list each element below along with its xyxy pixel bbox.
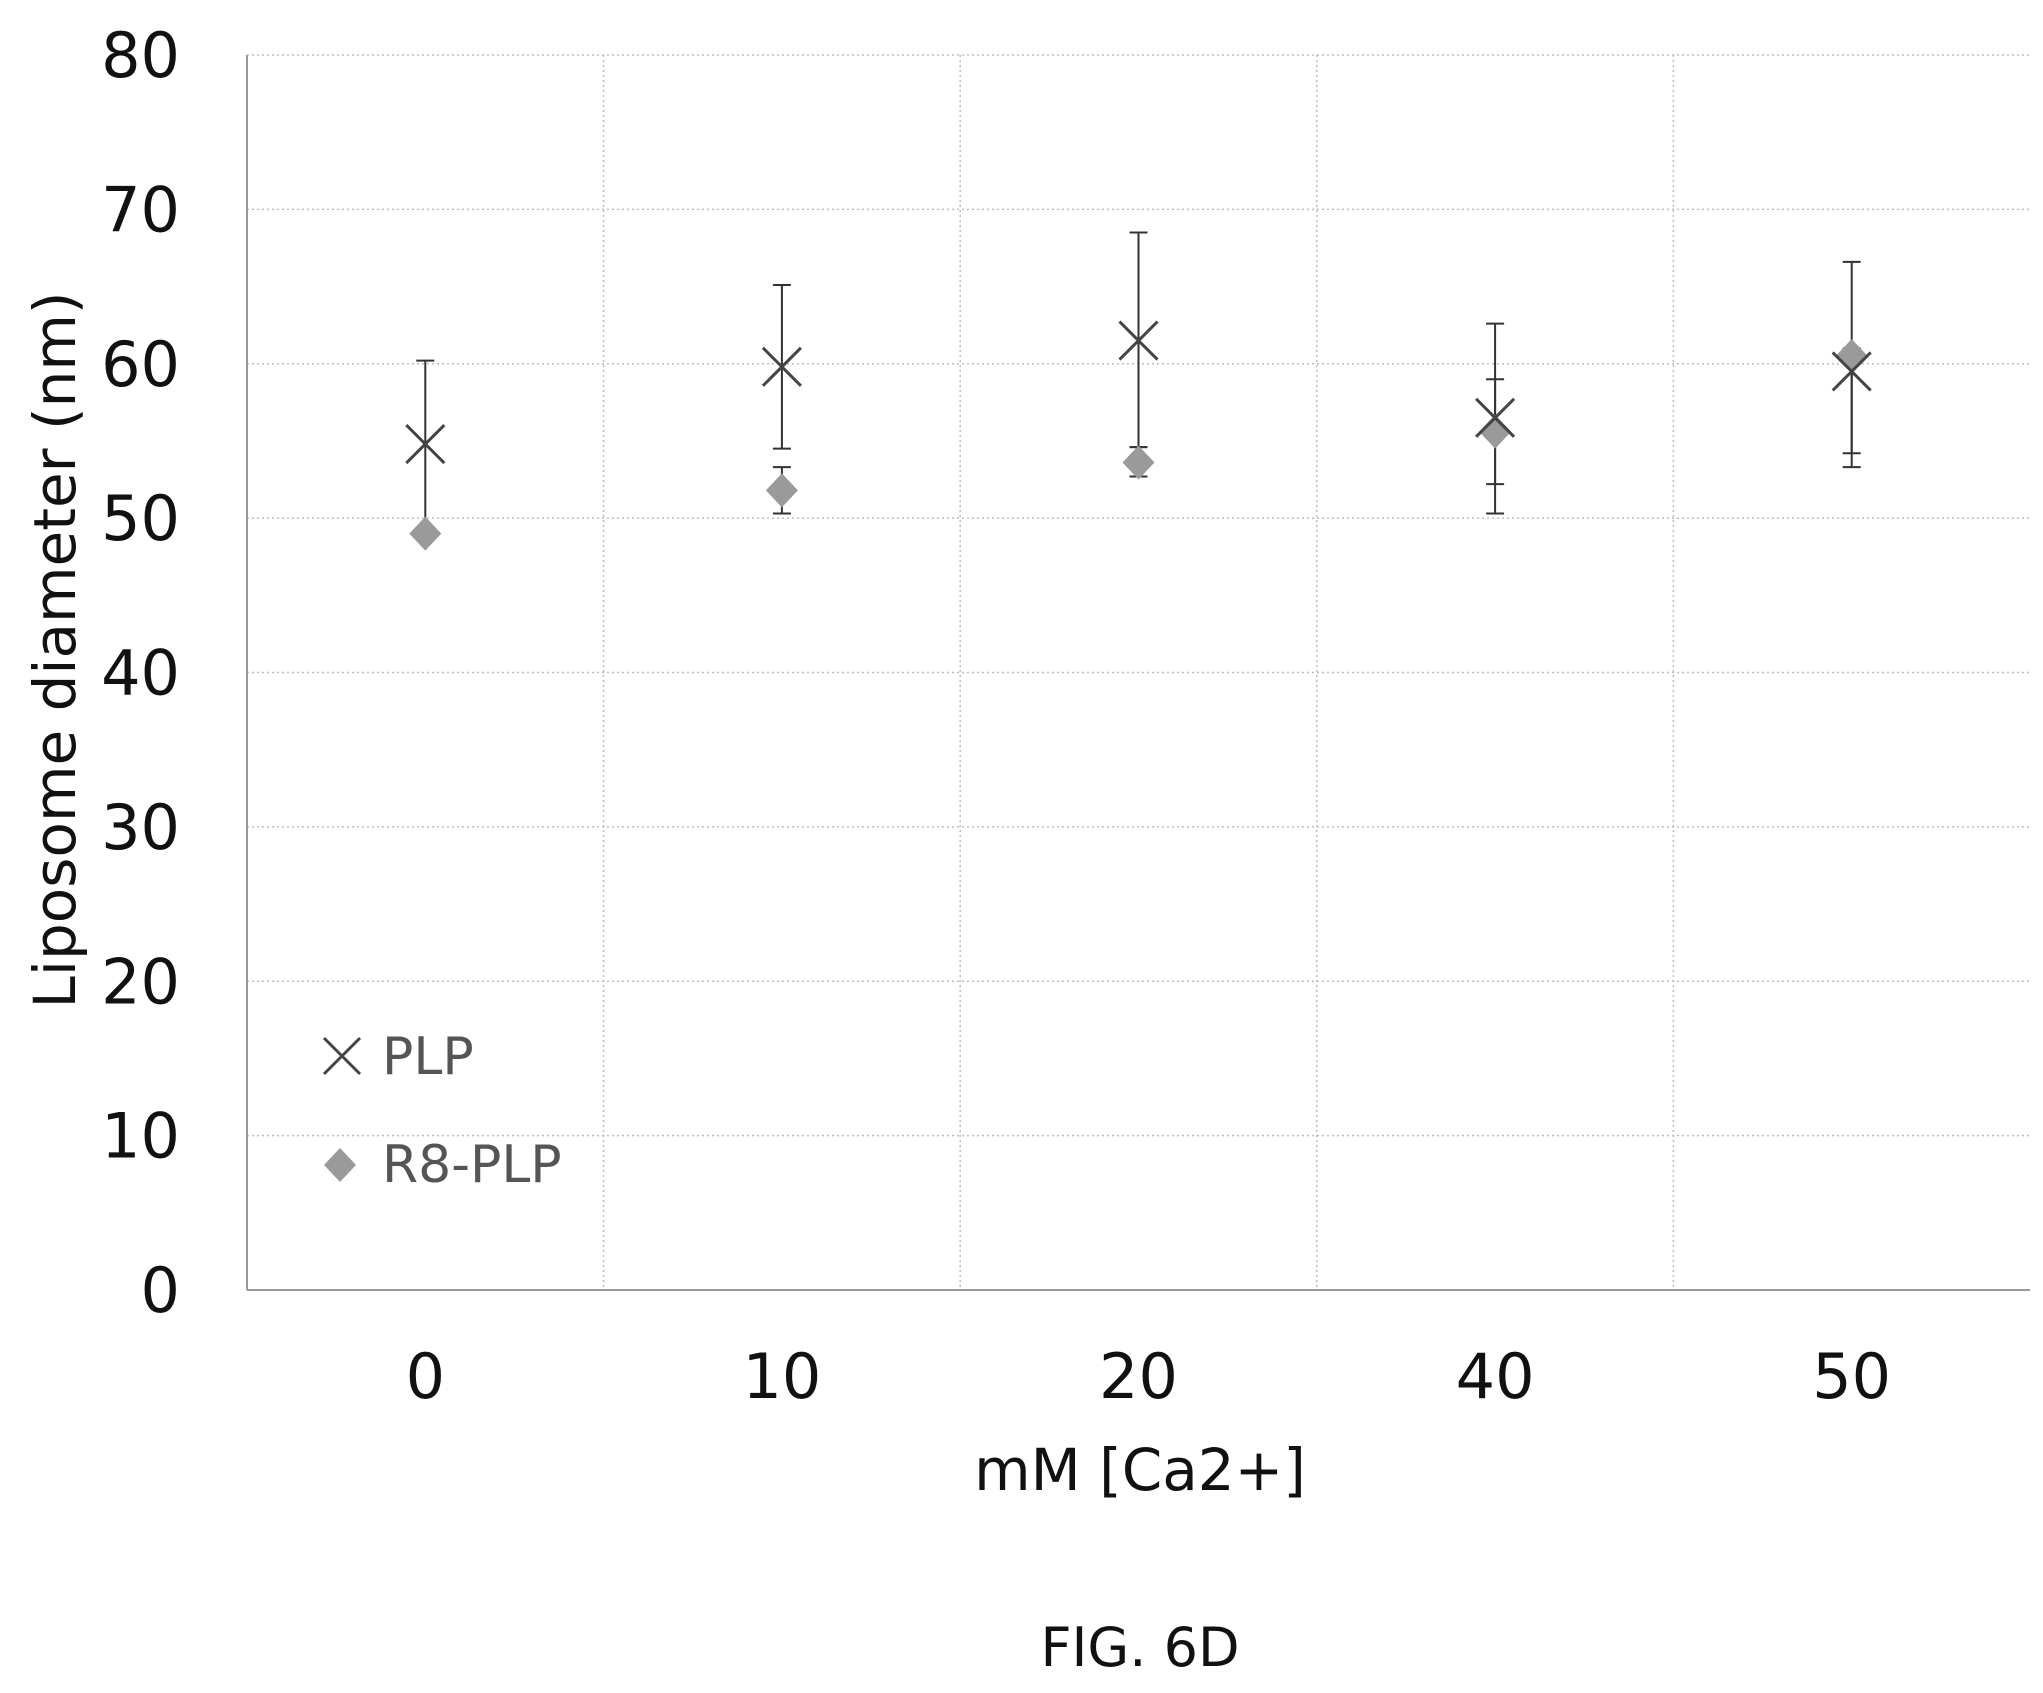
point-R8-PLP-40	[1479, 414, 1512, 449]
point-R8-PLP-0	[409, 516, 442, 551]
legend-marker-r8-plp	[324, 1148, 356, 1182]
x-tick-label-50: 50	[1812, 1340, 1891, 1413]
legend: PLP R8-PLP	[322, 1027, 562, 1195]
point-PLP-40	[1475, 397, 1516, 438]
figure-caption: FIG. 6D	[1040, 1616, 1239, 1679]
data-points	[405, 320, 1872, 551]
x-tick-labels: 0 10 20 40 50	[406, 1340, 1892, 1413]
legend-marker-plp	[322, 1036, 362, 1076]
y-axis-title: Liposome diameter (nm)	[21, 292, 89, 1009]
x-tick-label-40: 40	[1456, 1340, 1535, 1413]
y-tick-label-40: 40	[101, 637, 180, 710]
y-tick-label-10: 10	[101, 1100, 180, 1173]
y-tick-label-30: 30	[101, 791, 180, 864]
legend-label-plp: PLP	[382, 1027, 474, 1087]
axes	[246, 55, 2030, 1291]
y-tick-label-50: 50	[101, 482, 180, 555]
y-tick-labels: 0 10 20 30 40 50 60 70 80	[101, 19, 180, 1327]
point-stroke-b	[761, 346, 802, 387]
error-bars	[416, 231, 1861, 541]
point-stroke-b	[405, 423, 446, 465]
point-stroke-b	[1475, 397, 1516, 438]
point-stroke-b	[1831, 351, 1872, 392]
y-tick-label-70: 70	[101, 173, 180, 246]
point-PLP-50	[1831, 351, 1872, 392]
y-tick-label-0: 0	[141, 1254, 180, 1327]
point-R8-PLP-20	[1122, 445, 1155, 480]
point-R8-PLP-10	[765, 473, 798, 508]
point-R8-PLP-50	[1835, 339, 1868, 374]
point-PLP-0	[405, 423, 446, 465]
x-axis-title: mM [Ca2+]	[974, 1436, 1306, 1504]
point-PLP-10	[761, 346, 802, 387]
y-tick-label-80: 80	[101, 19, 180, 92]
y-tick-label-20: 20	[101, 945, 180, 1018]
gridlines	[247, 54, 2030, 1290]
x-tick-label-20: 20	[1099, 1340, 1178, 1413]
x-tick-label-0: 0	[406, 1340, 445, 1413]
point-PLP-20	[1118, 320, 1159, 361]
x-tick-label-10: 10	[742, 1340, 821, 1413]
legend-label-r8-plp: R8-PLP	[382, 1135, 562, 1195]
y-tick-label-60: 60	[101, 328, 180, 401]
point-stroke-b	[1118, 320, 1159, 361]
